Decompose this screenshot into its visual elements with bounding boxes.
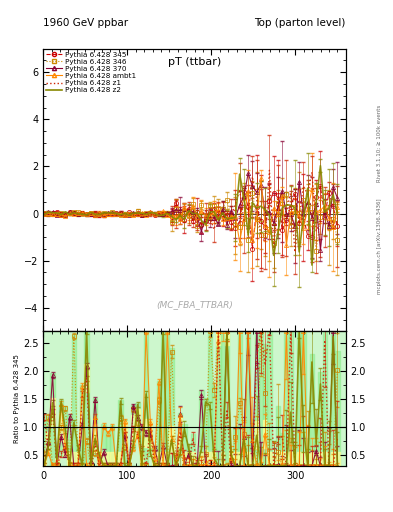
Text: Top (parton level): Top (parton level) — [254, 18, 346, 28]
Text: Rivet 3.1.10; ≥ 100k events: Rivet 3.1.10; ≥ 100k events — [377, 105, 382, 182]
Text: pT (ttbar): pT (ttbar) — [168, 57, 221, 67]
Y-axis label: Ratio to Pythia 6.428 345: Ratio to Pythia 6.428 345 — [14, 354, 20, 443]
Text: mcplots.cern.ch [arXiv:1306.3436]: mcplots.cern.ch [arXiv:1306.3436] — [377, 198, 382, 293]
Legend: Pythia 6.428 345, Pythia 6.428 346, Pythia 6.428 370, Pythia 6.428 ambt1, Pythia: Pythia 6.428 345, Pythia 6.428 346, Pyth… — [46, 51, 137, 94]
Text: (MC_FBA_TTBAR): (MC_FBA_TTBAR) — [156, 300, 233, 309]
Text: 1960 GeV ppbar: 1960 GeV ppbar — [43, 18, 129, 28]
